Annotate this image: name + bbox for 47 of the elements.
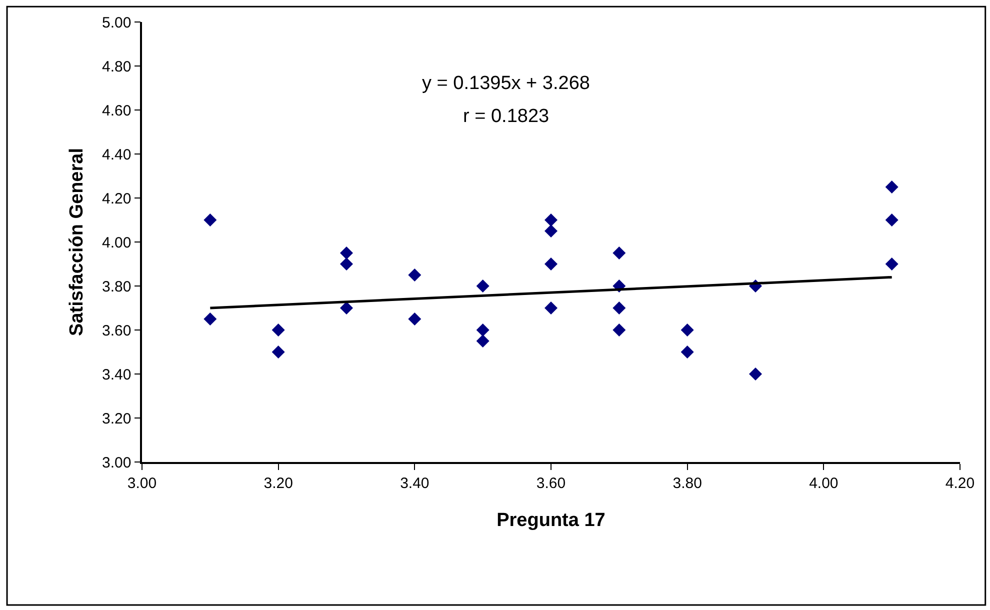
point (204, 312, 217, 326)
point (544, 224, 558, 238)
point (612, 246, 626, 260)
y-tick-label: 4.60 (102, 102, 132, 120)
point (340, 258, 353, 270)
y-tick-label: 4.80 (102, 58, 132, 76)
y-tick-label: 3.20 (102, 410, 132, 428)
point (885, 214, 898, 226)
point (749, 368, 762, 380)
point (885, 258, 898, 270)
y-tick-label: 3.40 (102, 366, 132, 384)
y-tick-label: 3.60 (102, 322, 132, 340)
y-tick-label: 3.80 (102, 278, 132, 296)
y-tick-label: 3.00 (102, 454, 132, 472)
x-tick-label: 3.60 (536, 474, 566, 492)
x-tick-label: 3.80 (672, 474, 702, 492)
y-axis-title: Satisfacción General (66, 148, 88, 336)
point (612, 324, 626, 336)
annotation: y = 0.1395x + 3.268 (422, 73, 590, 94)
point (544, 258, 558, 270)
annotation: r = 0.1823 (463, 106, 550, 127)
point (885, 180, 898, 194)
point (476, 280, 490, 292)
point (340, 246, 353, 260)
x-tick-label: 4.20 (945, 474, 975, 492)
x-tick-label: 4.00 (809, 474, 838, 492)
point (272, 346, 285, 358)
x-tick-label: 3.40 (400, 474, 430, 492)
point (408, 312, 422, 326)
point (272, 324, 285, 336)
point (680, 346, 694, 358)
point (680, 324, 694, 336)
point (204, 214, 217, 226)
point (612, 302, 626, 314)
x-tick-label: 3.00 (127, 474, 157, 492)
y-tick-label: 5.00 (102, 14, 132, 32)
x-tick-label: 3.20 (264, 474, 293, 492)
y-tick-label: 4.20 (102, 190, 132, 208)
x-axis-title: Pregunta 17 (496, 510, 606, 532)
point (340, 302, 353, 314)
point (408, 268, 422, 282)
y-tick-label: 4.00 (102, 234, 132, 252)
point (476, 324, 490, 336)
point (544, 302, 558, 314)
point (476, 334, 490, 348)
y-tick-label: 4.40 (102, 146, 132, 164)
point (544, 214, 558, 226)
